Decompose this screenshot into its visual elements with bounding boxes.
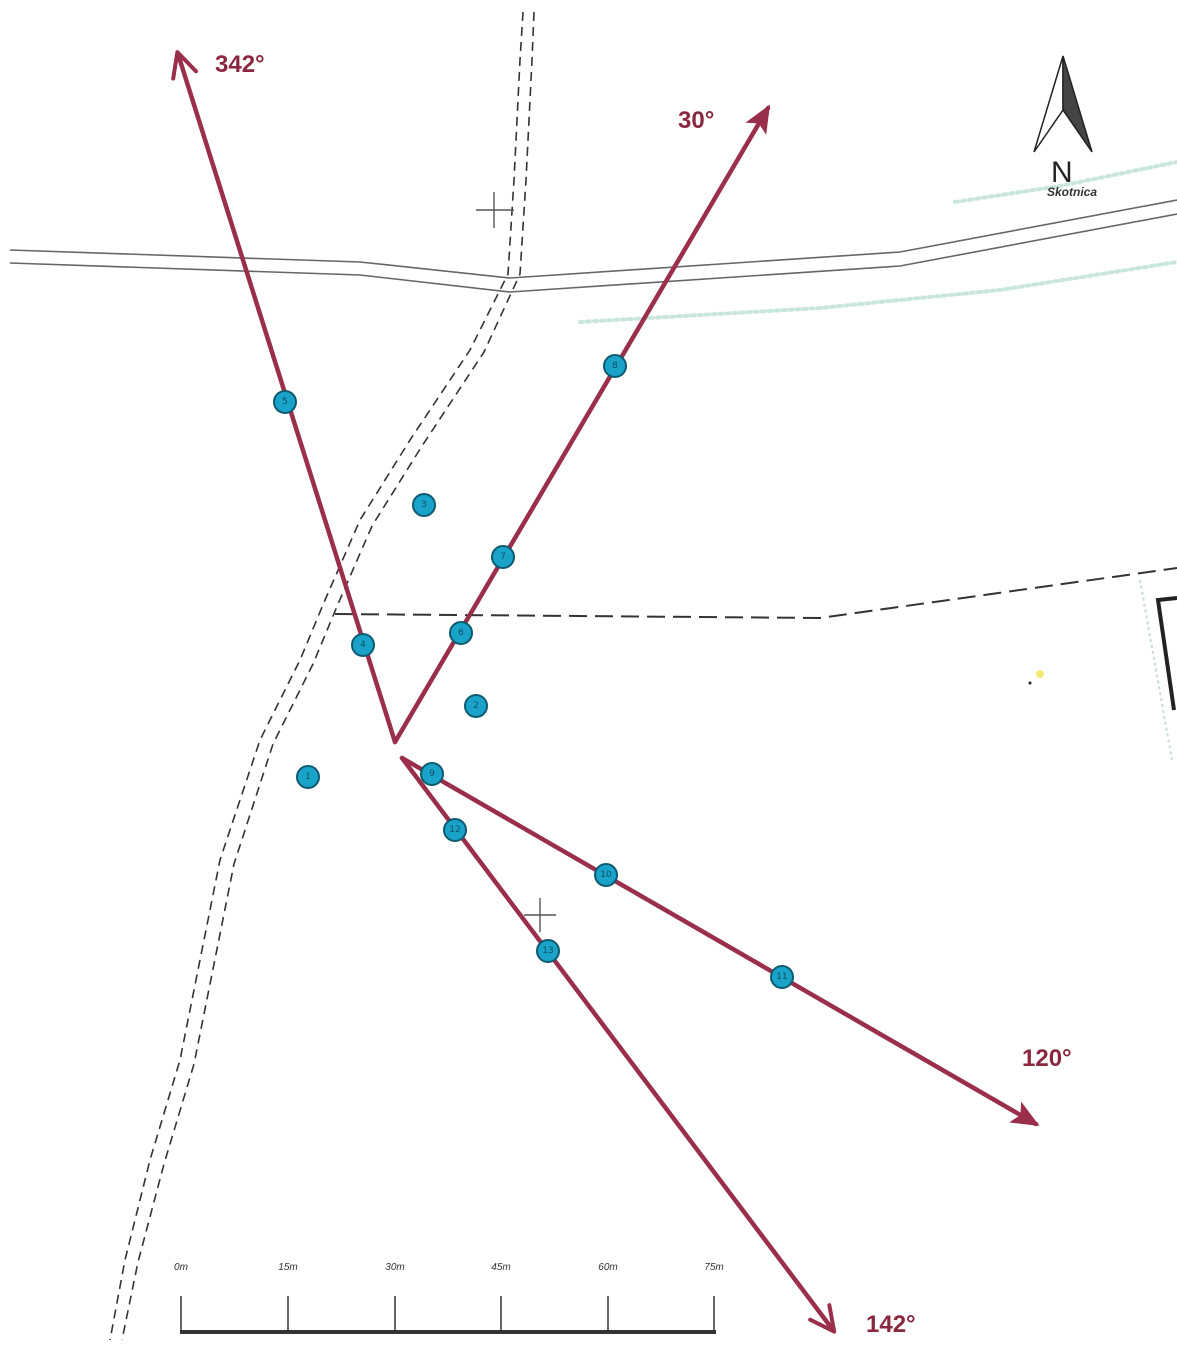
svg-text:7: 7 xyxy=(500,552,506,562)
hedge-row xyxy=(578,160,1177,324)
north-arrow-icon: N xyxy=(1033,55,1093,189)
svg-text:5: 5 xyxy=(282,397,288,407)
bearing-label-342: 342° xyxy=(215,51,265,78)
svg-text:10: 10 xyxy=(600,870,612,880)
scale-tick-label: 0m xyxy=(174,1262,188,1273)
survey-point-8[interactable]: 8 xyxy=(603,354,627,378)
building-outline xyxy=(1155,596,1177,711)
north-label: N xyxy=(1051,156,1073,189)
scale-tick-label: 60m xyxy=(598,1262,617,1273)
bearing-lines xyxy=(171,50,1040,1334)
survey-point-6[interactable]: 6 xyxy=(449,621,473,645)
survey-point-9[interactable]: 9 xyxy=(420,762,444,786)
svg-text:11: 11 xyxy=(776,972,787,982)
boundary-dotted xyxy=(1139,579,1173,761)
survey-point-11[interactable]: 11 xyxy=(770,965,794,989)
bearing-labels: 342° 30° 120° 142° xyxy=(215,51,1072,1338)
survey-point-12[interactable]: 12 xyxy=(443,818,467,842)
svg-text:2: 2 xyxy=(473,701,479,711)
survey-point-5[interactable]: 5 xyxy=(273,390,297,414)
bearing-label-30: 30° xyxy=(678,107,714,134)
bearing-line-30 xyxy=(392,104,771,745)
survey-point-2[interactable]: 2 xyxy=(464,694,488,718)
survey-point-13[interactable]: 13 xyxy=(536,939,560,963)
scale-bar: 0m 15m 30m 45m 60m 75m xyxy=(174,1262,724,1334)
boundary-dashed xyxy=(334,567,1177,620)
svg-text:9: 9 xyxy=(429,769,435,779)
svg-text:1: 1 xyxy=(305,772,311,782)
svg-text:3: 3 xyxy=(421,500,427,510)
bearing-label-120: 120° xyxy=(1022,1045,1072,1072)
track-dashed xyxy=(109,11,535,1341)
place-label: Skotnica xyxy=(1047,185,1097,199)
scale-tick-label: 15m xyxy=(278,1262,297,1273)
scale-tick-label: 75m xyxy=(704,1262,723,1273)
survey-point-1[interactable]: 1 xyxy=(296,765,320,789)
survey-point-3[interactable]: 3 xyxy=(412,493,436,517)
survey-point-7[interactable]: 7 xyxy=(491,545,515,569)
scale-tick-label: 30m xyxy=(385,1262,404,1273)
svg-text:12: 12 xyxy=(449,825,460,835)
small-marker xyxy=(1028,670,1044,685)
survey-point-10[interactable]: 10 xyxy=(594,863,618,887)
crosshair-mark xyxy=(476,192,556,932)
survey-points: 1 2 3 4 5 6 7 8 9 10 11 12 13 xyxy=(273,354,794,989)
svg-text:8: 8 xyxy=(612,361,618,371)
bearing-line-142 xyxy=(399,755,837,1334)
scale-tick-label: 45m xyxy=(491,1262,510,1273)
main-road xyxy=(9,199,1177,293)
svg-text:4: 4 xyxy=(360,640,366,650)
svg-text:13: 13 xyxy=(542,946,553,956)
bearing-line-120 xyxy=(399,755,1040,1127)
survey-point-4[interactable]: 4 xyxy=(351,633,375,657)
svg-text:6: 6 xyxy=(458,628,464,638)
bearing-label-142: 142° xyxy=(866,1311,916,1338)
